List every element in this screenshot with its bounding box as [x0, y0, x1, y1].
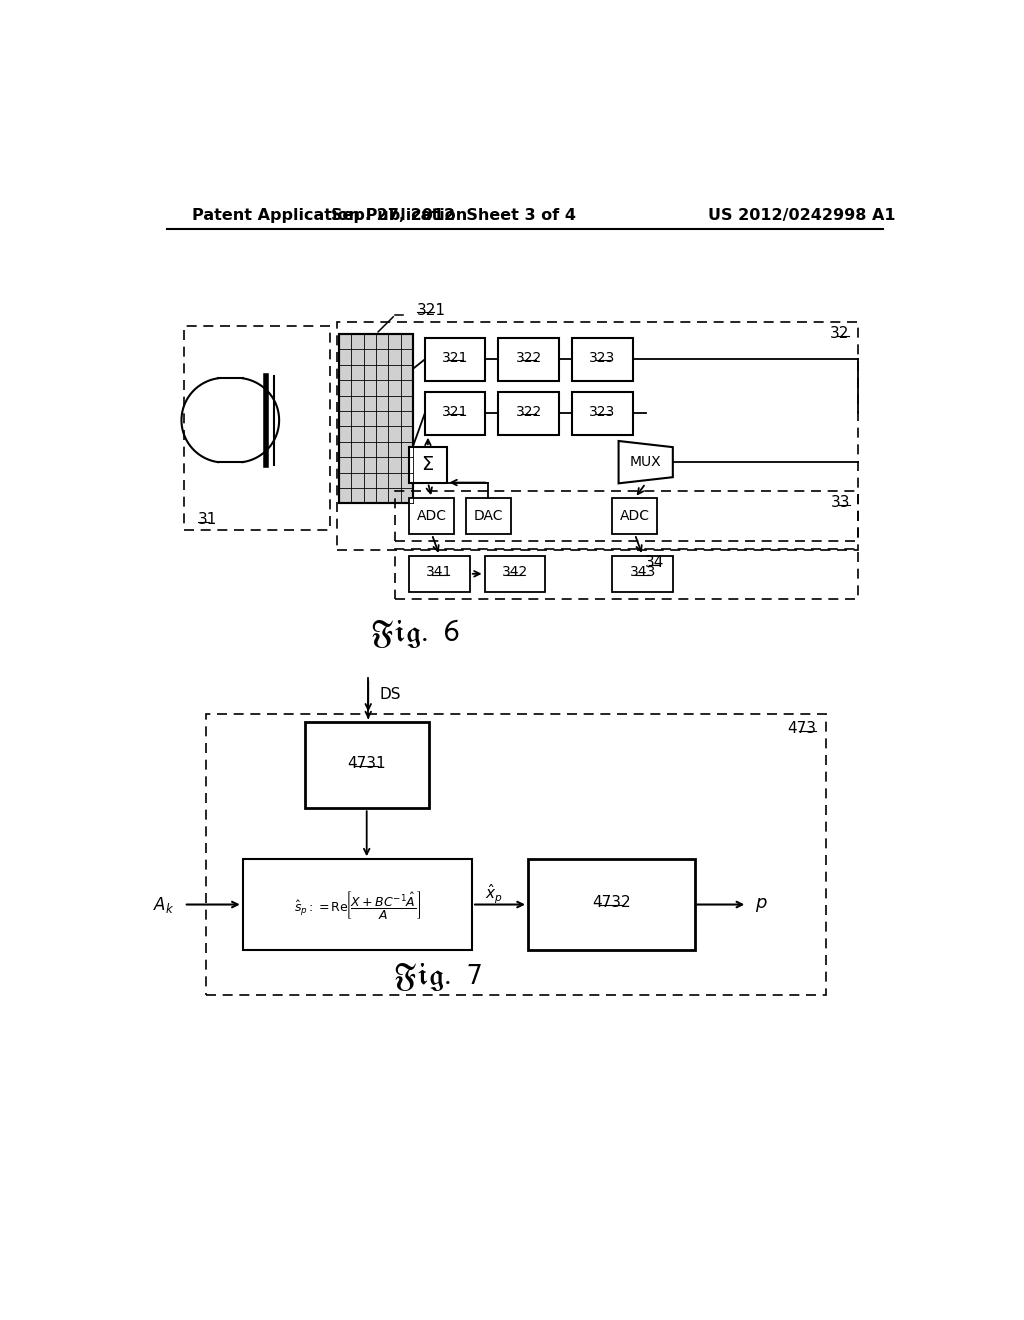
Bar [528, 859, 694, 950]
Text: DS: DS [379, 686, 400, 702]
Text: $p$: $p$ [755, 895, 768, 913]
Text: 34: 34 [645, 556, 665, 570]
Text: 321: 321 [417, 302, 446, 318]
Text: $A_k$: $A_k$ [154, 895, 174, 915]
Text: 32: 32 [829, 326, 849, 342]
Bar [339, 334, 414, 503]
Bar [395, 491, 858, 541]
Bar [466, 498, 511, 535]
Text: 33: 33 [830, 495, 850, 510]
Text: Patent Application Publication: Patent Application Publication [191, 207, 467, 223]
Bar [337, 322, 858, 549]
Text: ADC: ADC [417, 510, 446, 523]
Text: 4732: 4732 [592, 895, 631, 911]
Bar [499, 392, 559, 434]
Bar [183, 326, 330, 531]
Bar [243, 859, 472, 950]
Text: ADC: ADC [620, 510, 650, 523]
Text: 341: 341 [426, 565, 453, 579]
Text: $\hat{s}_{p}:=\mathrm{Re}\!\left[\dfrac{X+BC^{-1}\hat{A}}{A}\right]$: $\hat{s}_{p}:=\mathrm{Re}\!\left[\dfrac{… [294, 888, 421, 920]
Text: 322: 322 [515, 351, 542, 364]
Text: $\hat{x}_p$: $\hat{x}_p$ [485, 882, 503, 906]
Bar [410, 447, 446, 483]
Text: $\Sigma$: $\Sigma$ [422, 455, 434, 474]
Text: 343: 343 [630, 565, 655, 579]
Bar [410, 556, 470, 591]
Text: 321: 321 [442, 405, 468, 418]
Bar [206, 714, 825, 995]
Text: DAC: DAC [474, 510, 503, 523]
Bar [572, 338, 633, 381]
Text: MUX: MUX [630, 455, 662, 469]
Bar [339, 334, 414, 503]
Text: Sep. 27, 2012  Sheet 3 of 4: Sep. 27, 2012 Sheet 3 of 4 [331, 207, 575, 223]
Text: $\mathfrak{Fig.\ 6}$: $\mathfrak{Fig.\ 6}$ [370, 616, 460, 649]
Bar [572, 392, 633, 434]
Bar [612, 556, 673, 591]
Bar [484, 556, 545, 591]
Text: 31: 31 [198, 512, 217, 527]
Text: 322: 322 [515, 405, 542, 418]
Text: 342: 342 [502, 565, 527, 579]
Bar [395, 549, 858, 599]
Text: 323: 323 [589, 351, 615, 364]
Bar [499, 338, 559, 381]
Text: 4731: 4731 [347, 756, 386, 771]
Bar [425, 392, 485, 434]
Text: 321: 321 [442, 351, 468, 364]
Polygon shape [618, 441, 673, 483]
Bar [612, 498, 657, 535]
Bar [305, 722, 429, 808]
Text: 473: 473 [787, 721, 816, 735]
Bar [425, 338, 485, 381]
Text: US 2012/0242998 A1: US 2012/0242998 A1 [709, 207, 896, 223]
Text: 323: 323 [589, 405, 615, 418]
Text: $\mathfrak{Fig.\ 7}$: $\mathfrak{Fig.\ 7}$ [393, 961, 482, 993]
Bar [410, 498, 455, 535]
